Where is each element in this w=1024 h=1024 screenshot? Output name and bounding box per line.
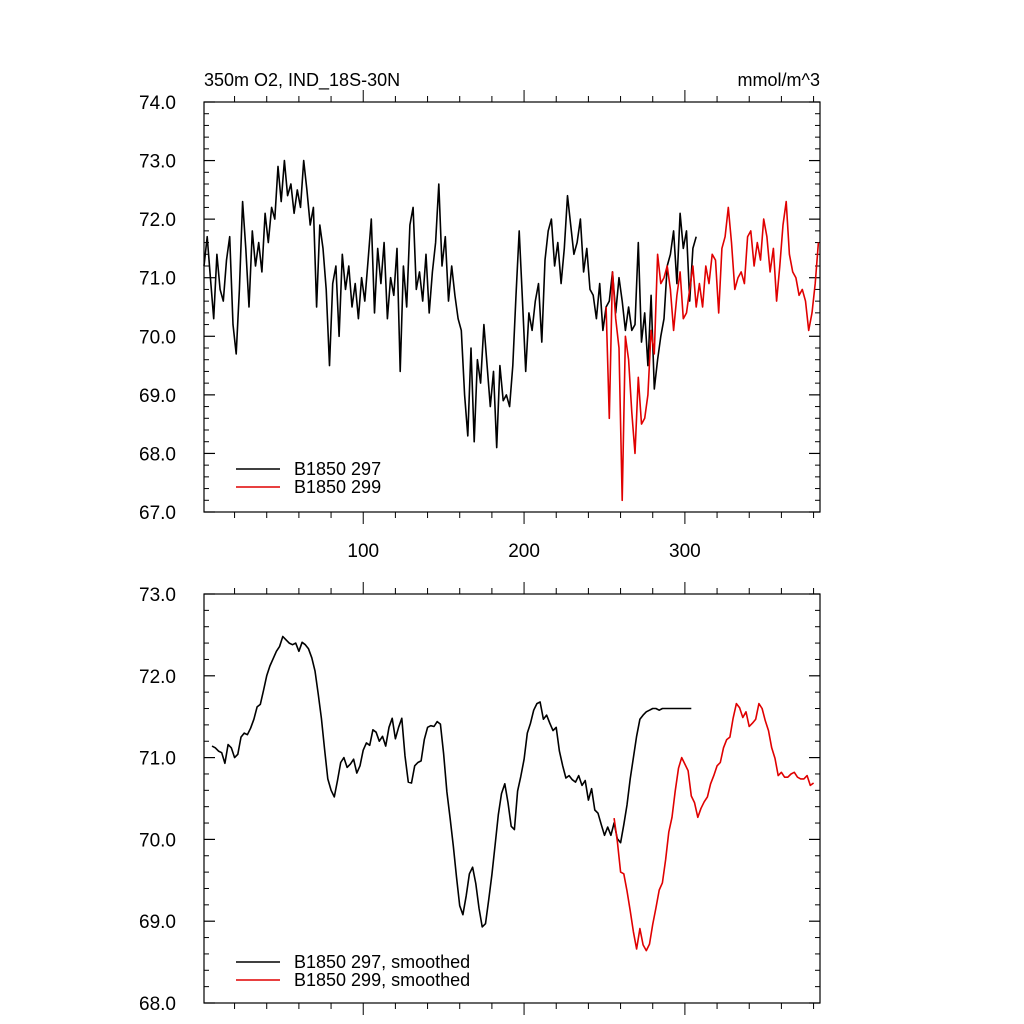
y-tick-label: 68.0	[139, 444, 176, 465]
legend-label: B1850 297, smoothed	[294, 952, 470, 972]
y-tick-label: 70.0	[139, 327, 176, 348]
y-tick-label: 69.0	[139, 912, 176, 933]
x-tick-label: 300	[669, 541, 701, 562]
x-tick-label: 200	[508, 541, 540, 562]
y-tick-label: 73.0	[139, 152, 176, 173]
legend-label: B1850 299, smoothed	[294, 970, 470, 990]
legend-label: B1850 297	[294, 459, 381, 479]
units-label: mmol/m^3	[738, 70, 820, 90]
y-tick-label: 71.0	[139, 749, 176, 770]
series-line-299	[613, 702, 815, 952]
y-tick-label: 68.0	[139, 994, 176, 1015]
legend-label: B1850 299	[294, 477, 381, 497]
top-panel-raw: 67.0 68.0 69.0 70.0 71.0 72.0 73.0 74.0 100 200 30…	[139, 90, 821, 562]
y-tick-label: 67.0	[139, 503, 176, 524]
chart-title: 350m O2, IND_18S-30N	[204, 70, 400, 91]
y-tick-label: 72.0	[139, 667, 176, 688]
x-tick-label: 100	[347, 541, 379, 562]
series-line-297	[211, 635, 692, 928]
y-tick-label: 71.0	[139, 269, 176, 290]
series-line-299	[605, 200, 820, 502]
series-line-297	[203, 159, 697, 449]
y-tick-label: 74.0	[139, 93, 176, 114]
y-tick-label: 73.0	[139, 585, 176, 606]
bottom-panel-smoothed: 68.0 69.0 70.0 71.0 72.0 73.0 B1850 297, smoot…	[139, 582, 821, 1015]
y-tick-label: 69.0	[139, 386, 176, 407]
plot-frame	[203, 593, 821, 1004]
y-tick-label: 70.0	[139, 830, 176, 851]
plot-frame	[203, 101, 821, 513]
y-tick-label: 72.0	[139, 210, 176, 231]
